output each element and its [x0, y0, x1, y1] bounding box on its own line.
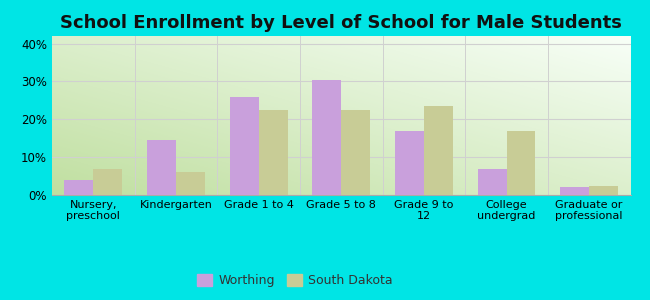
- Bar: [341, 110, 370, 195]
- Bar: [424, 106, 453, 195]
- Bar: [312, 80, 341, 195]
- Bar: [478, 169, 506, 195]
- Bar: [147, 140, 176, 195]
- Bar: [506, 130, 536, 195]
- Legend: Worthing, South Dakota: Worthing, South Dakota: [197, 274, 393, 287]
- Bar: [94, 169, 122, 195]
- Bar: [229, 97, 259, 195]
- Bar: [64, 180, 94, 195]
- Title: School Enrollment by Level of School for Male Students: School Enrollment by Level of School for…: [60, 14, 622, 32]
- Bar: [176, 172, 205, 195]
- Bar: [395, 130, 424, 195]
- Bar: [259, 110, 287, 195]
- Bar: [589, 185, 618, 195]
- Bar: [560, 188, 589, 195]
